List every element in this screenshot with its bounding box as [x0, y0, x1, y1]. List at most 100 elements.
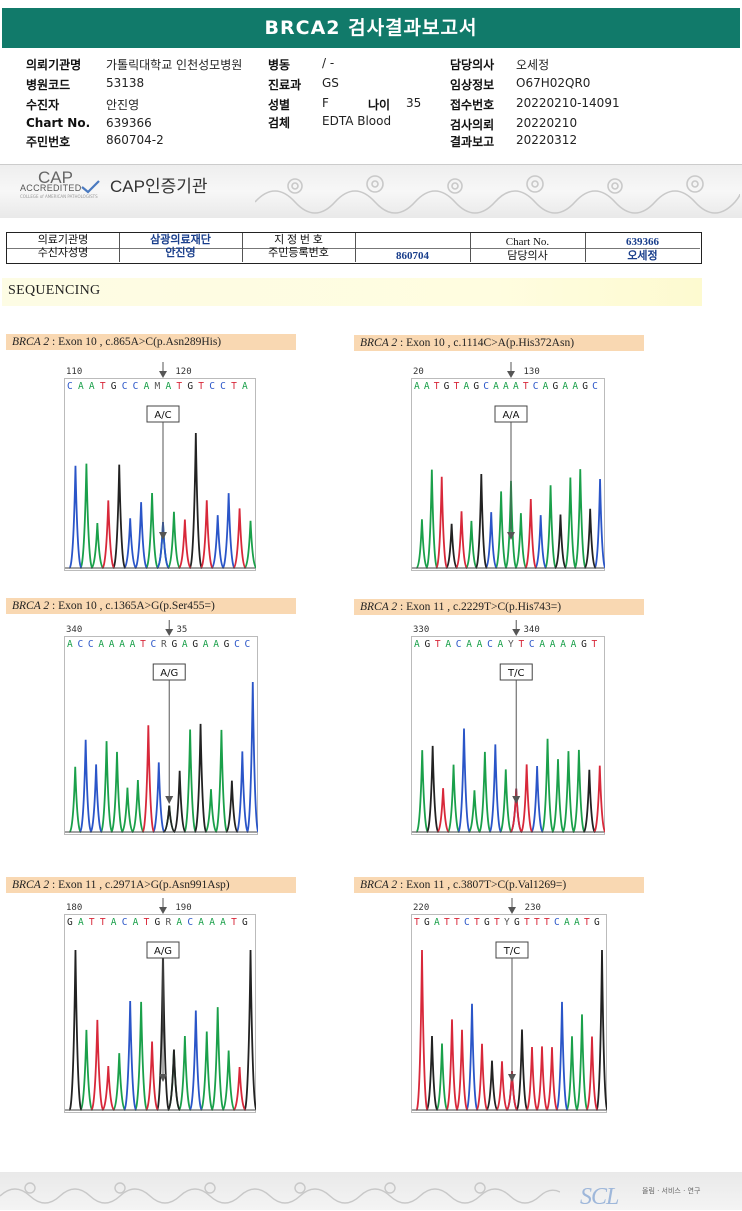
variant-label: BRCA 2 : Exon 11 , c.3807T>C(p.Val1269=)	[354, 877, 644, 893]
cap-certified-text: CAP인증기관	[110, 177, 208, 196]
position-number: 220	[413, 903, 429, 913]
trace-C	[123, 1001, 203, 1111]
down-arrow-icon	[165, 796, 174, 804]
specimen-value: EDTA Blood	[322, 114, 392, 128]
trace-C	[79, 681, 258, 833]
position-number: 130	[524, 367, 540, 377]
position-number: 35	[177, 625, 188, 635]
base-letter: C	[133, 381, 139, 392]
patient-label: 수진자	[26, 98, 60, 112]
base-letter: T	[524, 917, 530, 928]
trace-G	[163, 723, 239, 833]
chart-value: 639366	[106, 116, 152, 130]
genotype-call: T/C	[503, 946, 520, 957]
genotype-call: A/C	[154, 410, 171, 421]
base-letter: T	[434, 381, 440, 392]
patient-value: 안진영	[106, 98, 140, 112]
base-letter: C	[67, 381, 73, 392]
summary-table: 의료기관명 삼광의료재단 지 정 번 호 Chart No. 639366 수신…	[6, 232, 702, 264]
code-label: 병원코드	[26, 78, 71, 92]
base-letter: A	[242, 381, 248, 392]
chromatogram-svg: 340 35A C C A A A A T C R G A G A A G C CA/G	[64, 620, 258, 835]
chromatogram-panel: 110 120 C A A T G C C A M A T G T C C T A A/C	[64, 362, 256, 572]
trace-G	[112, 432, 203, 569]
doctor-value: 오세정	[516, 58, 550, 72]
base-letter: G	[111, 381, 117, 392]
cap-logo-tiny: COLLEGE of AMERICAN PATHOLOGISTS	[20, 194, 98, 199]
base-letter: G	[594, 917, 600, 928]
base-letter: Y	[504, 917, 510, 928]
down-arrow-icon	[512, 629, 521, 636]
base-letter: G	[444, 381, 450, 392]
base-letter: C	[554, 917, 560, 928]
patient-info: 의뢰기관명 가톨릭대학교 인천성모병원 병동 / - 담당의사 오세정 병원코드…	[0, 52, 742, 162]
base-letter: R	[161, 639, 167, 650]
base-letter: A	[493, 381, 499, 392]
base-letter: A	[220, 917, 226, 928]
position-number: 330	[413, 625, 429, 635]
trace-C	[484, 479, 605, 569]
genotype-call: A/A	[502, 410, 519, 421]
base-letter: C	[529, 639, 535, 650]
base-letter: G	[242, 917, 248, 928]
base-letter: A	[572, 381, 578, 392]
base-letter: A	[198, 917, 204, 928]
base-letter: A	[78, 381, 84, 392]
hospital-label: 의뢰기관명	[26, 58, 82, 72]
base-letter: C	[151, 639, 157, 650]
table-cell: 지 정 번 호	[274, 234, 323, 246]
base-letter: A	[434, 917, 440, 928]
position-number: 340	[524, 625, 540, 635]
base-letter: A	[513, 381, 519, 392]
position-number: 110	[66, 367, 82, 377]
cap-logo: CAP ACCREDITED COLLEGE of AMERICAN PATHO…	[18, 168, 104, 206]
footer-pattern	[0, 1182, 560, 1204]
position-number: 120	[175, 367, 191, 377]
code-value: 53138	[106, 76, 145, 90]
chromatogram-panel: 20 130 A A T G T A G C A A A T C A G A A G C A/A	[411, 362, 605, 572]
table-cell: Chart No.	[505, 236, 550, 248]
position-number: 180	[66, 903, 82, 913]
base-letter: A	[119, 639, 125, 650]
trace-G	[445, 474, 597, 569]
base-letter: G	[514, 917, 520, 928]
base-letter: G	[424, 639, 430, 650]
trace-C	[457, 728, 544, 833]
result-label: 결과보고	[450, 135, 495, 149]
base-letter: A	[203, 639, 209, 650]
position-number: 230	[525, 903, 541, 913]
footer-text: 올림 · 서비스 · 연구	[642, 1187, 701, 1195]
base-letter: T	[534, 917, 540, 928]
clinical-label: 임상정보	[450, 78, 495, 92]
base-letter: A	[477, 639, 483, 650]
base-letter: T	[100, 917, 106, 928]
base-letter: A	[209, 917, 215, 928]
base-letter: G	[187, 381, 193, 392]
base-letter: C	[456, 639, 462, 650]
rrn-label: 주민번호	[26, 135, 71, 149]
base-letter: A	[543, 381, 549, 392]
base-letter: G	[553, 381, 559, 392]
base-letter: A	[67, 639, 73, 650]
down-arrow-icon	[159, 532, 167, 540]
variant-label: BRCA 2 : Exon 10 , c.865A>C(p.Asn289His)	[6, 334, 296, 350]
position-number: 20	[413, 367, 424, 377]
report-title: BRCA2 검사결과보고서	[2, 8, 740, 48]
base-letter: A	[571, 639, 577, 650]
base-letter: T	[474, 917, 480, 928]
trace-T	[141, 725, 155, 833]
base-letter: A	[176, 917, 182, 928]
base-letter: A	[463, 381, 469, 392]
base-letter: T	[494, 917, 500, 928]
base-letter: C	[187, 917, 193, 928]
base-letter: T	[454, 917, 460, 928]
base-letter: T	[140, 639, 146, 650]
base-letter: C	[592, 381, 598, 392]
clinical-value: O67H02QR0	[516, 76, 591, 90]
table-cell: 안진영	[165, 247, 196, 259]
base-letter: C	[533, 381, 539, 392]
hospital-value: 가톨릭대학교 인천성모병원	[106, 58, 243, 72]
base-letter: G	[424, 917, 430, 928]
